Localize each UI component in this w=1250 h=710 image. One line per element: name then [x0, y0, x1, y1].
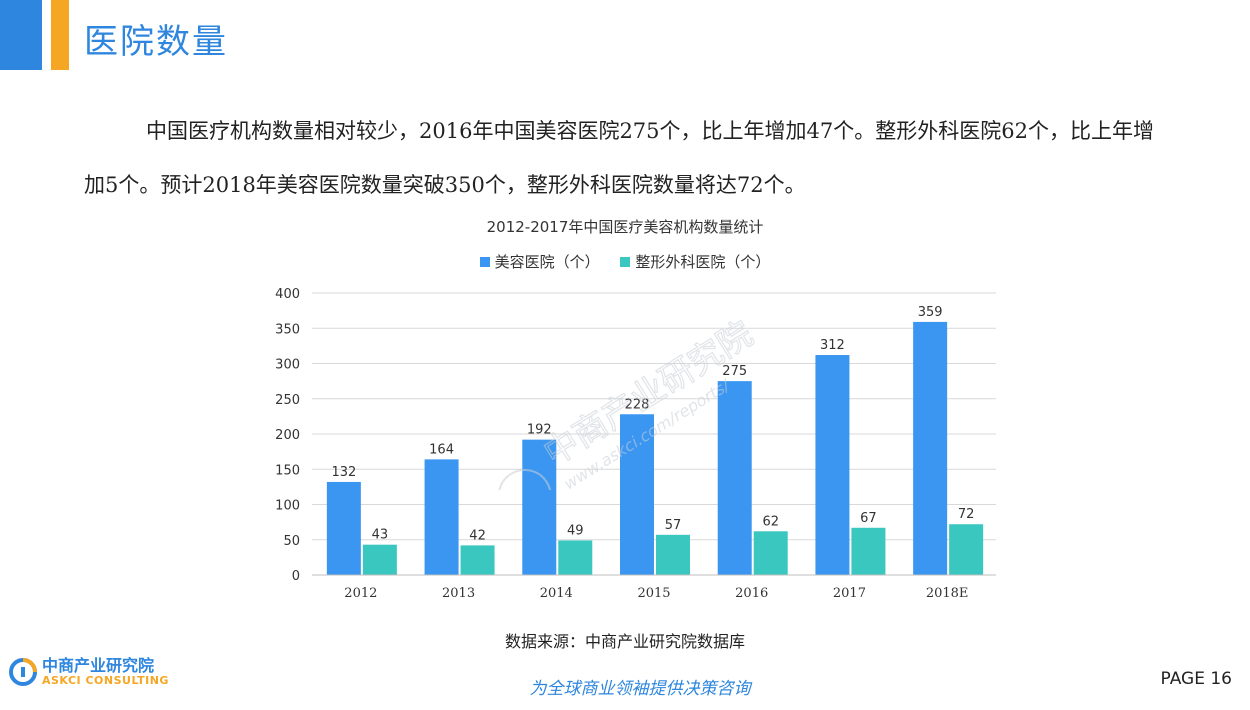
data-label: 57 — [665, 518, 682, 533]
company-logo: 中商产业研究院 ASKCI CONSULTING — [8, 657, 169, 687]
bar — [949, 524, 984, 575]
header-accent-blue — [0, 0, 42, 70]
data-label: 49 — [567, 523, 584, 538]
legend-swatch-beauty — [479, 256, 490, 267]
data-source: 数据来源：中商产业研究院数据库 — [504, 632, 745, 651]
chart-legend: 美容医院（个） 整形外科医院（个） — [0, 251, 1250, 272]
x-tick-label: 2015 — [637, 586, 670, 601]
bar — [326, 481, 361, 575]
header-accent-orange — [51, 0, 69, 70]
data-label: 67 — [860, 511, 877, 526]
y-tick-label: 400 — [275, 287, 300, 302]
bar — [717, 381, 752, 575]
bar — [815, 355, 850, 575]
y-tick-label: 350 — [275, 322, 300, 337]
logo-text-en: ASKCI CONSULTING — [42, 673, 169, 687]
data-label: 42 — [469, 528, 486, 543]
bar — [620, 414, 654, 575]
legend-item-plastic: 整形外科医院（个） — [620, 251, 770, 272]
bar — [460, 545, 495, 575]
y-tick-label: 300 — [275, 358, 300, 373]
y-tick-label: 100 — [275, 499, 300, 514]
x-tick-label: 2017 — [833, 586, 866, 601]
data-label: 192 — [527, 423, 552, 438]
bar — [558, 540, 593, 575]
logo-text-cn: 中商产业研究院 — [42, 656, 155, 676]
y-tick-label: 200 — [275, 428, 300, 443]
bar — [522, 439, 557, 575]
intro-paragraph: 中国医疗机构数量相对较少，2016年中国美容医院275个，比上年增加47个。整形… — [84, 119, 1154, 197]
data-label: 228 — [625, 397, 650, 412]
page-title: 医院数量 — [84, 22, 228, 62]
x-tick-label: 2018E — [926, 586, 969, 601]
legend-swatch-plastic — [620, 256, 631, 267]
data-label: 312 — [820, 338, 845, 353]
bar — [753, 531, 788, 575]
bar — [424, 459, 459, 575]
data-label: 62 — [762, 514, 779, 529]
footer-slogan: 为全球商业领袖提供决策咨询 — [529, 679, 751, 699]
y-tick-label: 250 — [275, 393, 300, 408]
data-label: 132 — [331, 465, 356, 480]
data-label: 359 — [918, 305, 943, 320]
chart-title: 2012-2017年中国医疗美容机构数量统计 — [486, 218, 764, 236]
x-tick-label: 2014 — [540, 586, 573, 601]
y-tick-label: 0 — [292, 569, 300, 584]
bar — [362, 544, 397, 575]
data-label: 164 — [429, 442, 454, 457]
legend-label-plastic: 整形外科医院（个） — [635, 253, 771, 271]
x-tick-label: 2012 — [344, 586, 377, 601]
logo-icon — [9, 658, 37, 686]
legend-item-beauty: 美容医院（个） — [479, 251, 600, 272]
y-tick-label: 50 — [283, 534, 300, 549]
bar — [656, 534, 690, 575]
bar — [851, 527, 886, 575]
x-tick-label: 2013 — [442, 586, 475, 601]
data-label: 275 — [722, 364, 747, 379]
page-number: PAGE 16 — [1160, 669, 1232, 689]
bar — [913, 321, 948, 575]
y-tick-label: 150 — [275, 463, 300, 478]
legend-label-beauty: 美容医院（个） — [494, 253, 600, 271]
x-tick-label: 2016 — [735, 586, 768, 601]
data-label: 43 — [372, 528, 389, 543]
data-label: 72 — [958, 507, 975, 522]
